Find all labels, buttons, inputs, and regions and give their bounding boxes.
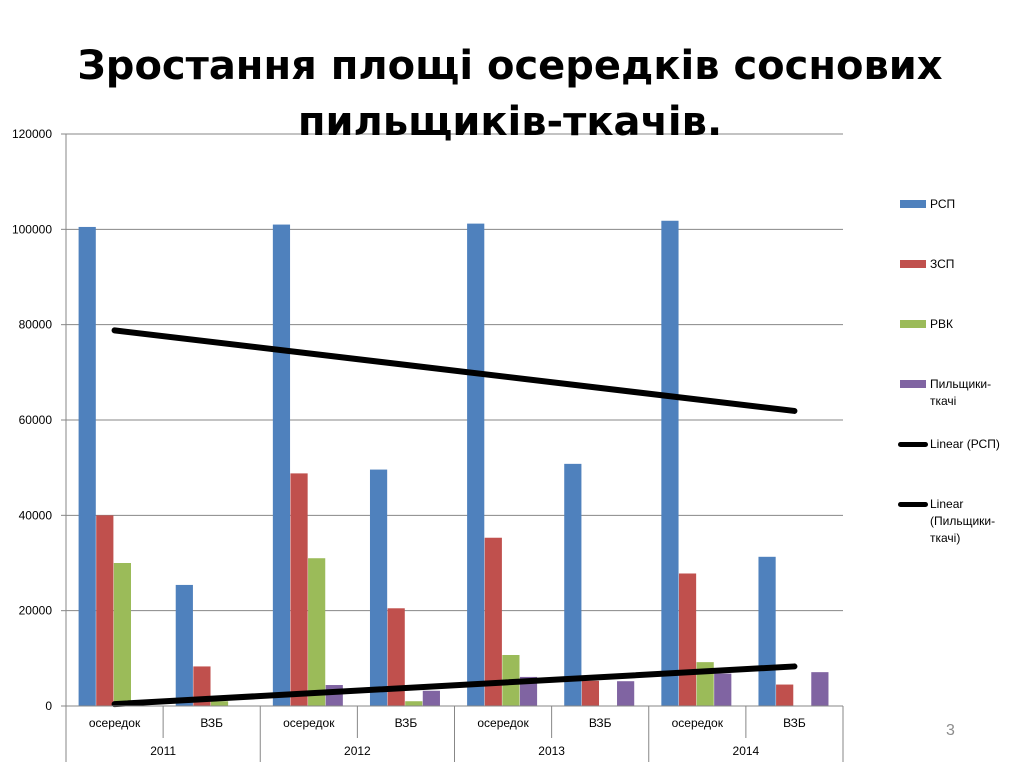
bar-1-6 xyxy=(564,463,582,706)
x-year-label: 2013 xyxy=(538,744,565,758)
x-category-label: ВЗБ xyxy=(589,716,612,730)
slide-title: Зростання площі осередків соснових пильщ… xyxy=(60,38,960,150)
y-tick-label: 120000 xyxy=(12,127,52,141)
x-year-label: 2011 xyxy=(150,744,176,758)
bar-4-8 xyxy=(811,672,829,706)
gridlines xyxy=(66,133,843,612)
legend-swatch-rsp xyxy=(900,200,926,208)
legend-swatch-rvk xyxy=(900,320,926,328)
y-tick-label: 20000 xyxy=(19,604,53,618)
bars xyxy=(78,220,829,707)
legend-label-zsp: ЗСП xyxy=(930,257,955,271)
x-category-label: осередок xyxy=(672,716,724,730)
bar-4-4 xyxy=(422,690,440,706)
bar-2-1 xyxy=(96,515,114,706)
x-category-label: ВЗБ xyxy=(395,716,418,730)
bar-3-3 xyxy=(308,558,326,706)
bar-3-4 xyxy=(405,701,423,706)
legend-label-rvk: РВК xyxy=(930,317,953,331)
bar-4-7 xyxy=(714,673,732,706)
legend-line-linear-rsp xyxy=(898,442,928,447)
legend-label-linear-pilshchyky-line-1: Linear xyxy=(930,497,964,511)
x-category-label: осередок xyxy=(89,716,141,730)
legend-label-linear-pilshchyky-line-2: (Пильщики- xyxy=(930,514,996,528)
x-year-label: 2014 xyxy=(733,744,760,758)
bar-1-8 xyxy=(758,556,776,706)
bar-2-7 xyxy=(678,573,697,706)
x-category-label: ВЗБ xyxy=(200,716,223,730)
bar-2-6 xyxy=(581,680,600,706)
bar-1-1 xyxy=(78,226,96,706)
page-number: 3 xyxy=(946,722,955,739)
slide-title-line-2: пильщиків-ткачів. xyxy=(297,99,723,145)
y-tick-label: 60000 xyxy=(19,413,53,427)
trendline-1 xyxy=(111,327,798,414)
legend-label-rsp: РСП xyxy=(930,197,956,211)
y-tick-label: 0 xyxy=(45,699,52,713)
y-axis-tick-labels: 0 20000 40000 60000 80000 100000 120000 xyxy=(12,127,52,713)
bar-2-5 xyxy=(484,537,502,706)
bar-1-2 xyxy=(175,584,193,706)
bar-2-3 xyxy=(290,473,308,706)
x-axis: осередок ВЗБ осередок ВЗБ осередок ВЗБ осередо… xyxy=(61,133,844,762)
y-tick-label: 100000 xyxy=(12,222,52,236)
legend-label-linear-pilshchyky-line-3: ткачі) xyxy=(930,531,961,545)
legend-label-pilshchyky: Пильщики- ткачі xyxy=(930,376,1024,410)
bar-4-6 xyxy=(617,681,635,706)
trendlines xyxy=(111,327,798,708)
x-year-label: 2012 xyxy=(344,744,371,758)
bar-2-8 xyxy=(776,684,794,706)
legend-label-pilshchyky-line-2: ткачі xyxy=(930,394,957,408)
legend-line-linear-pilshchyky xyxy=(898,502,928,507)
bar-4-3 xyxy=(325,685,343,706)
x-category-label: осередок xyxy=(477,716,529,730)
bar-1-7 xyxy=(661,220,679,706)
bar-1-5 xyxy=(467,223,485,706)
legend-label-pilshchyky-line-1: Пильщики- xyxy=(930,377,992,391)
y-tick-label: 80000 xyxy=(19,318,53,332)
bar-1-4 xyxy=(369,469,388,706)
x-category-label: ВЗБ xyxy=(783,716,806,730)
bar-3-1 xyxy=(113,563,131,706)
bar-2-4 xyxy=(387,608,405,706)
slide-title-line-1: Зростання площі осередків соснових xyxy=(77,43,943,89)
x-category-label: осередок xyxy=(283,716,335,730)
bar-3-2 xyxy=(210,701,229,706)
y-tick-label: 40000 xyxy=(19,508,53,522)
legend-swatch-zsp xyxy=(900,260,926,268)
legend-label-linear-pilshchyky: Linear (Пильщики- ткачі) xyxy=(930,496,1024,547)
trendline-2 xyxy=(111,663,798,708)
legend-swatch-pilshchyky xyxy=(900,380,926,388)
legend-label-linear-rsp: Linear (РСП) xyxy=(930,437,1000,451)
bar-1-3 xyxy=(272,224,291,707)
